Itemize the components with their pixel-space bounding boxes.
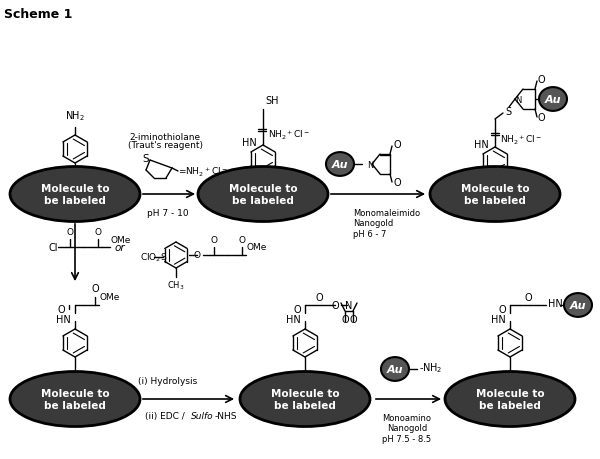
- Text: NH$_2$: NH$_2$: [65, 109, 85, 123]
- Ellipse shape: [539, 88, 567, 112]
- Text: Cl: Cl: [49, 242, 58, 252]
- Text: HN: HN: [242, 138, 257, 148]
- Text: O: O: [524, 292, 532, 302]
- Text: HN: HN: [286, 314, 301, 325]
- Text: NH$_2$$^+$Cl$^-$: NH$_2$$^+$Cl$^-$: [500, 133, 542, 146]
- Text: O: O: [341, 314, 349, 325]
- Text: N: N: [346, 300, 353, 310]
- Text: O: O: [331, 300, 339, 310]
- Text: (Traut's reagent): (Traut's reagent): [128, 141, 203, 150]
- Ellipse shape: [326, 153, 354, 177]
- Text: S: S: [143, 154, 149, 164]
- Text: HN: HN: [56, 314, 71, 325]
- Text: HN: HN: [474, 140, 489, 150]
- Text: =NH$_2$$^+$Cl$^-$: =NH$_2$$^+$Cl$^-$: [178, 165, 228, 178]
- Text: N: N: [515, 95, 521, 104]
- Text: OMe: OMe: [99, 292, 119, 301]
- Text: O: O: [293, 304, 301, 314]
- Text: or: or: [115, 242, 125, 252]
- Ellipse shape: [430, 167, 560, 222]
- Text: O: O: [91, 283, 99, 293]
- Text: S: S: [505, 107, 511, 117]
- Ellipse shape: [198, 167, 328, 222]
- Text: Molecule to
be labeled: Molecule to be labeled: [41, 184, 109, 206]
- Text: pH 7 - 10: pH 7 - 10: [147, 208, 189, 218]
- Text: N: N: [367, 160, 373, 169]
- Text: O: O: [67, 228, 74, 236]
- Text: (i) Hydrolysis: (i) Hydrolysis: [139, 376, 197, 385]
- Ellipse shape: [10, 167, 140, 222]
- Ellipse shape: [240, 372, 370, 426]
- Text: Monoamino
Nanogold
pH 7.5 - 8.5: Monoamino Nanogold pH 7.5 - 8.5: [382, 413, 431, 443]
- Text: O: O: [538, 113, 545, 123]
- Text: HN: HN: [548, 298, 563, 308]
- Text: Au: Au: [545, 95, 561, 105]
- Text: O: O: [393, 140, 401, 150]
- Text: CH$_3$: CH$_3$: [167, 280, 185, 292]
- Text: -NHS: -NHS: [215, 411, 238, 420]
- Ellipse shape: [10, 372, 140, 426]
- Text: Molecule to
be labeled: Molecule to be labeled: [229, 184, 298, 206]
- Text: Molecule to
be labeled: Molecule to be labeled: [41, 388, 109, 410]
- Text: O: O: [95, 228, 101, 236]
- Text: OMe: OMe: [246, 242, 266, 252]
- Text: 2-iminothiolane: 2-iminothiolane: [130, 133, 200, 142]
- Text: Au: Au: [570, 300, 586, 310]
- Text: -NH$_2$: -NH$_2$: [419, 360, 442, 374]
- Text: O: O: [194, 251, 200, 260]
- Text: Au: Au: [332, 160, 348, 170]
- Text: Scheme 1: Scheme 1: [4, 8, 73, 21]
- Text: O: O: [538, 75, 545, 85]
- Ellipse shape: [381, 357, 409, 381]
- Text: Molecule to
be labeled: Molecule to be labeled: [476, 388, 544, 410]
- Text: O: O: [239, 235, 245, 245]
- Text: Sulfo: Sulfo: [191, 411, 214, 420]
- Text: O: O: [211, 235, 218, 245]
- Text: Molecule to
be labeled: Molecule to be labeled: [461, 184, 529, 206]
- Text: HN: HN: [491, 314, 506, 325]
- Text: Au: Au: [387, 364, 403, 374]
- Text: SH: SH: [265, 96, 278, 106]
- Ellipse shape: [564, 293, 592, 317]
- Text: O: O: [393, 178, 401, 188]
- Text: NH$_2$$^+$Cl$^-$: NH$_2$$^+$Cl$^-$: [268, 128, 310, 141]
- Text: O: O: [349, 314, 357, 325]
- Text: Monomaleimido
Nanogold
pH 6 - 7: Monomaleimido Nanogold pH 6 - 7: [353, 208, 420, 238]
- Text: O: O: [57, 304, 65, 314]
- Ellipse shape: [445, 372, 575, 426]
- Text: OMe: OMe: [110, 235, 130, 245]
- Text: Molecule to
be labeled: Molecule to be labeled: [271, 388, 340, 410]
- Text: ClO$_2$S: ClO$_2$S: [140, 251, 167, 263]
- Text: O: O: [498, 304, 506, 314]
- Text: O: O: [315, 292, 323, 302]
- Text: (ii) EDC /: (ii) EDC /: [145, 411, 188, 420]
